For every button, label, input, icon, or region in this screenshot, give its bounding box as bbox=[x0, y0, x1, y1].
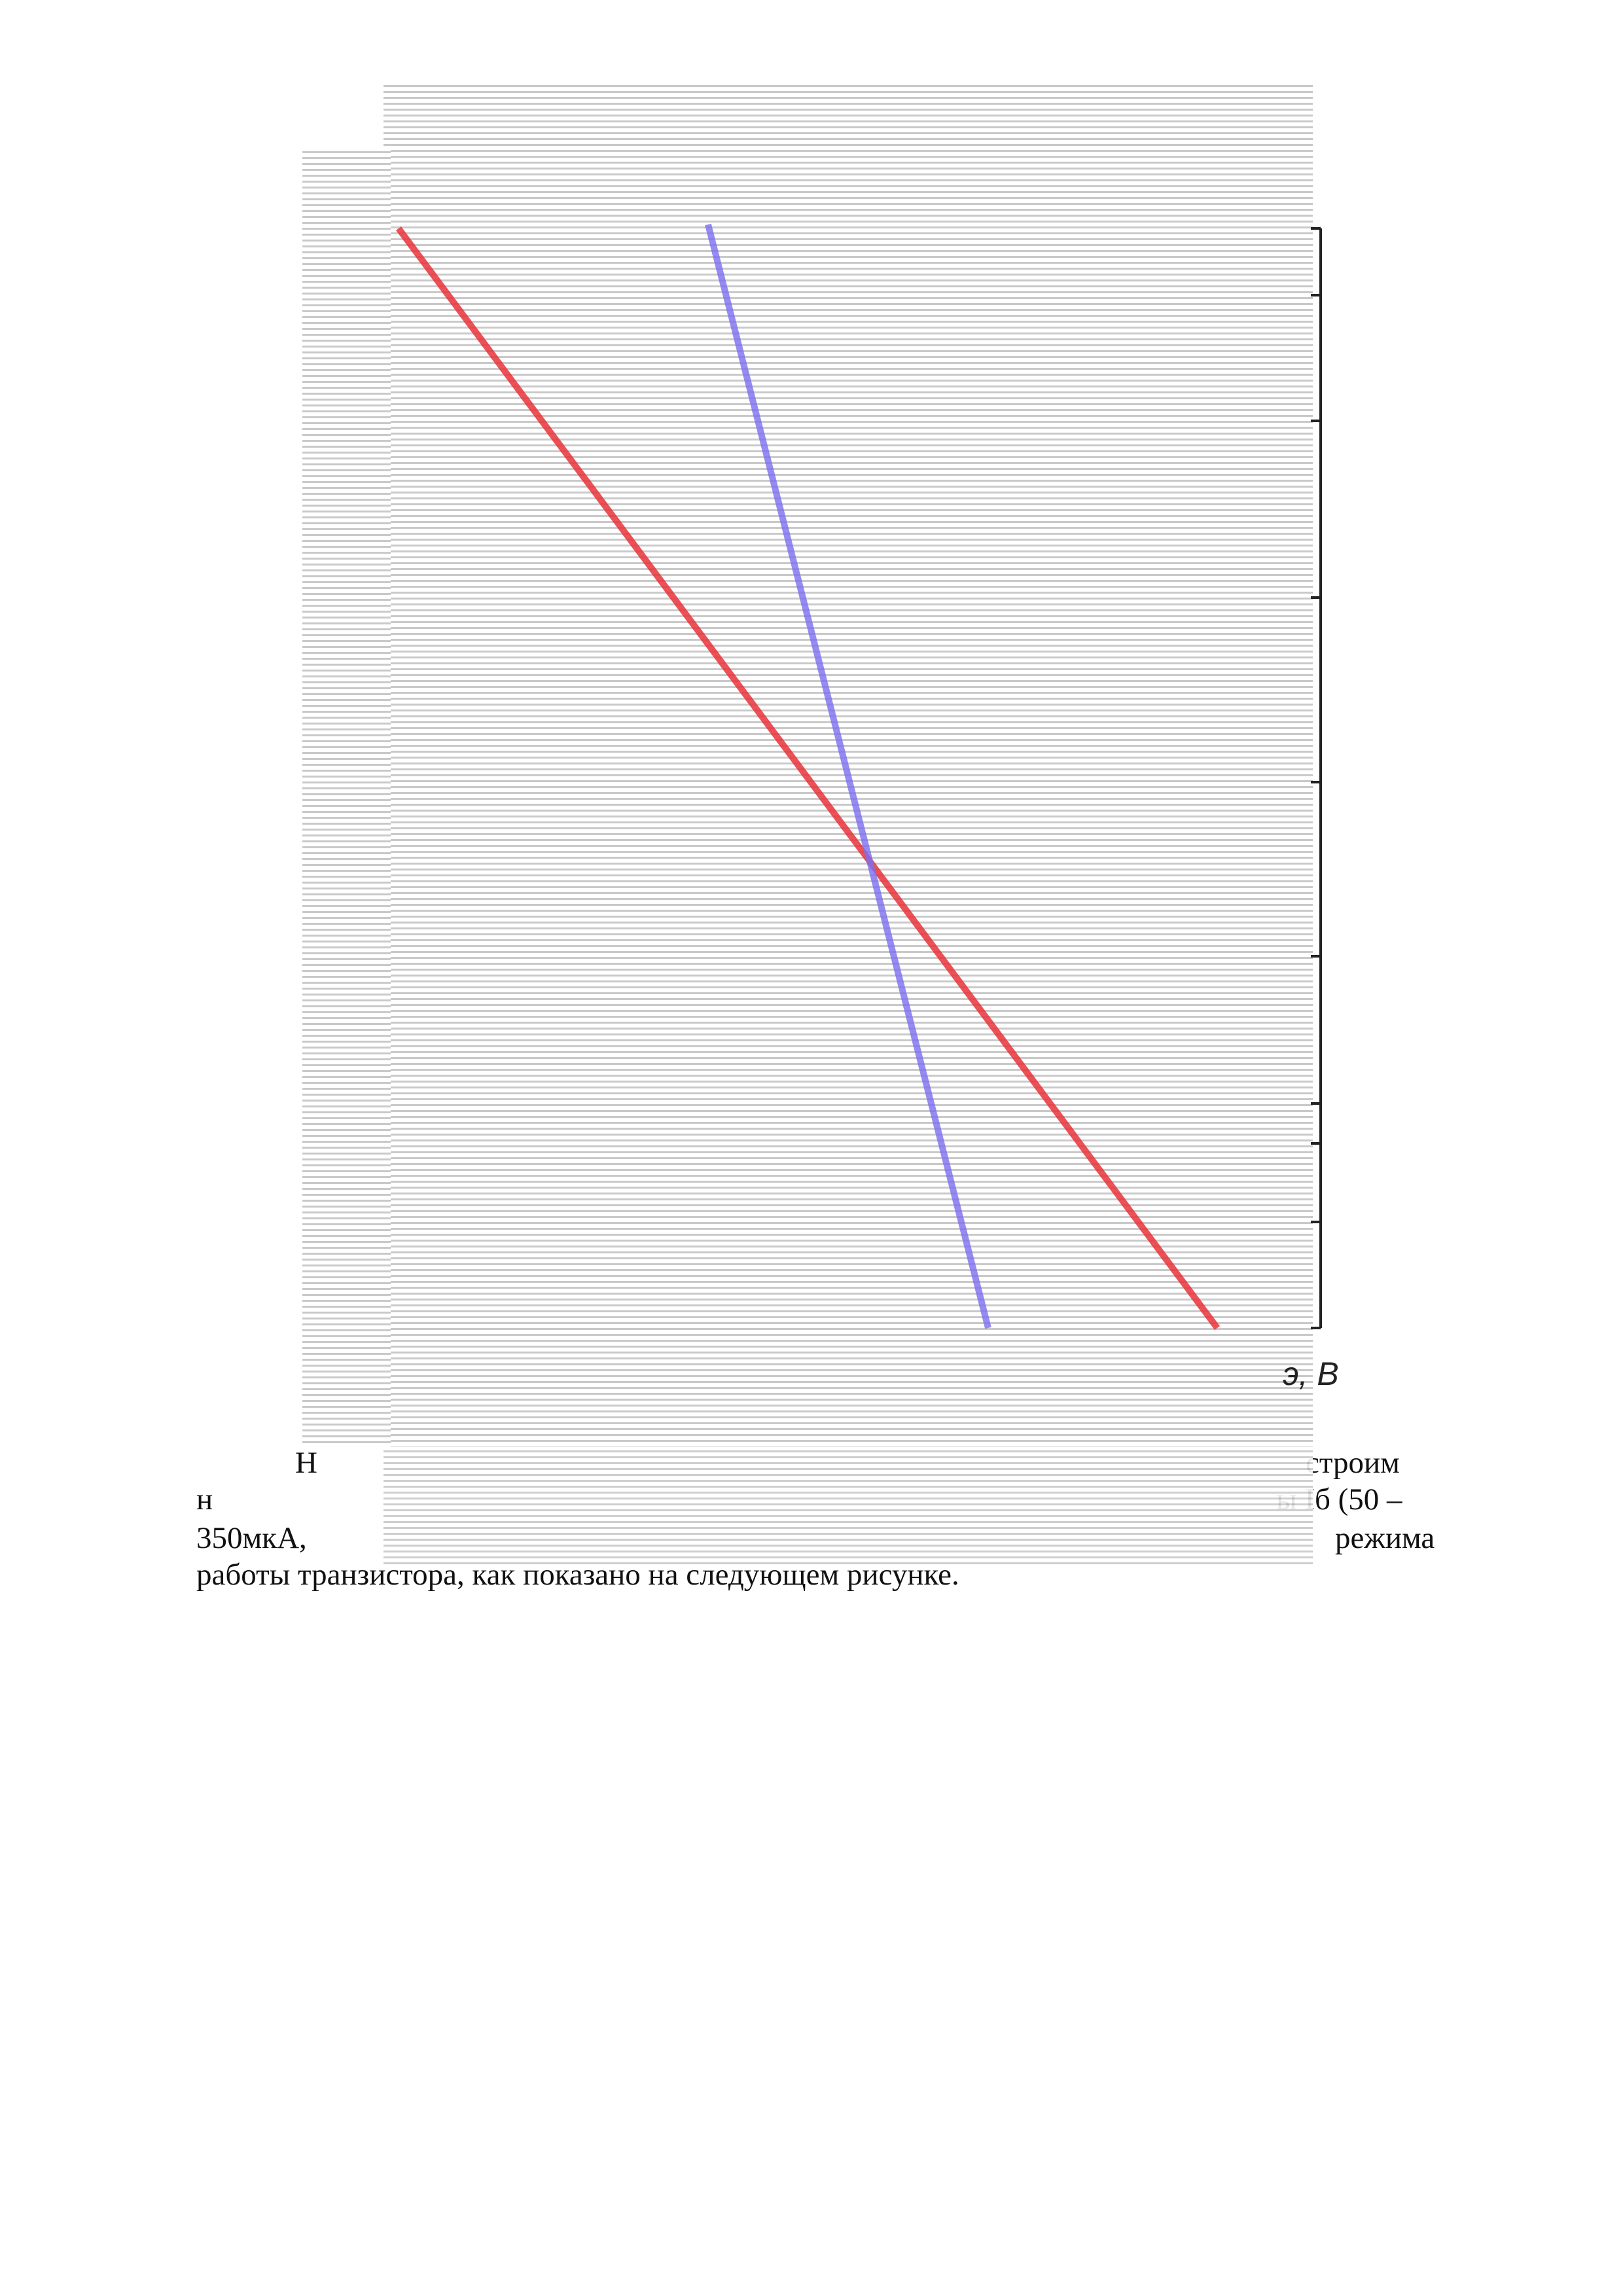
blue-line bbox=[705, 223, 991, 1329]
figure-noise bbox=[302, 147, 391, 1446]
figure bbox=[395, 223, 1322, 1330]
text-fragment: Н bbox=[295, 1446, 317, 1480]
axis-ticks bbox=[1311, 227, 1321, 1329]
text-fragment: 350мкА, bbox=[196, 1521, 307, 1555]
text-fragment: режима bbox=[1335, 1521, 1435, 1555]
red-line bbox=[395, 226, 1221, 1330]
text-fragment: строим bbox=[1306, 1446, 1400, 1480]
text-fragment: н bbox=[196, 1482, 213, 1516]
text-noise bbox=[383, 1446, 1313, 1564]
text-line: работы транзистора, как показано на след… bbox=[196, 1558, 959, 1592]
axis-label: э, В bbox=[1283, 1355, 1339, 1392]
